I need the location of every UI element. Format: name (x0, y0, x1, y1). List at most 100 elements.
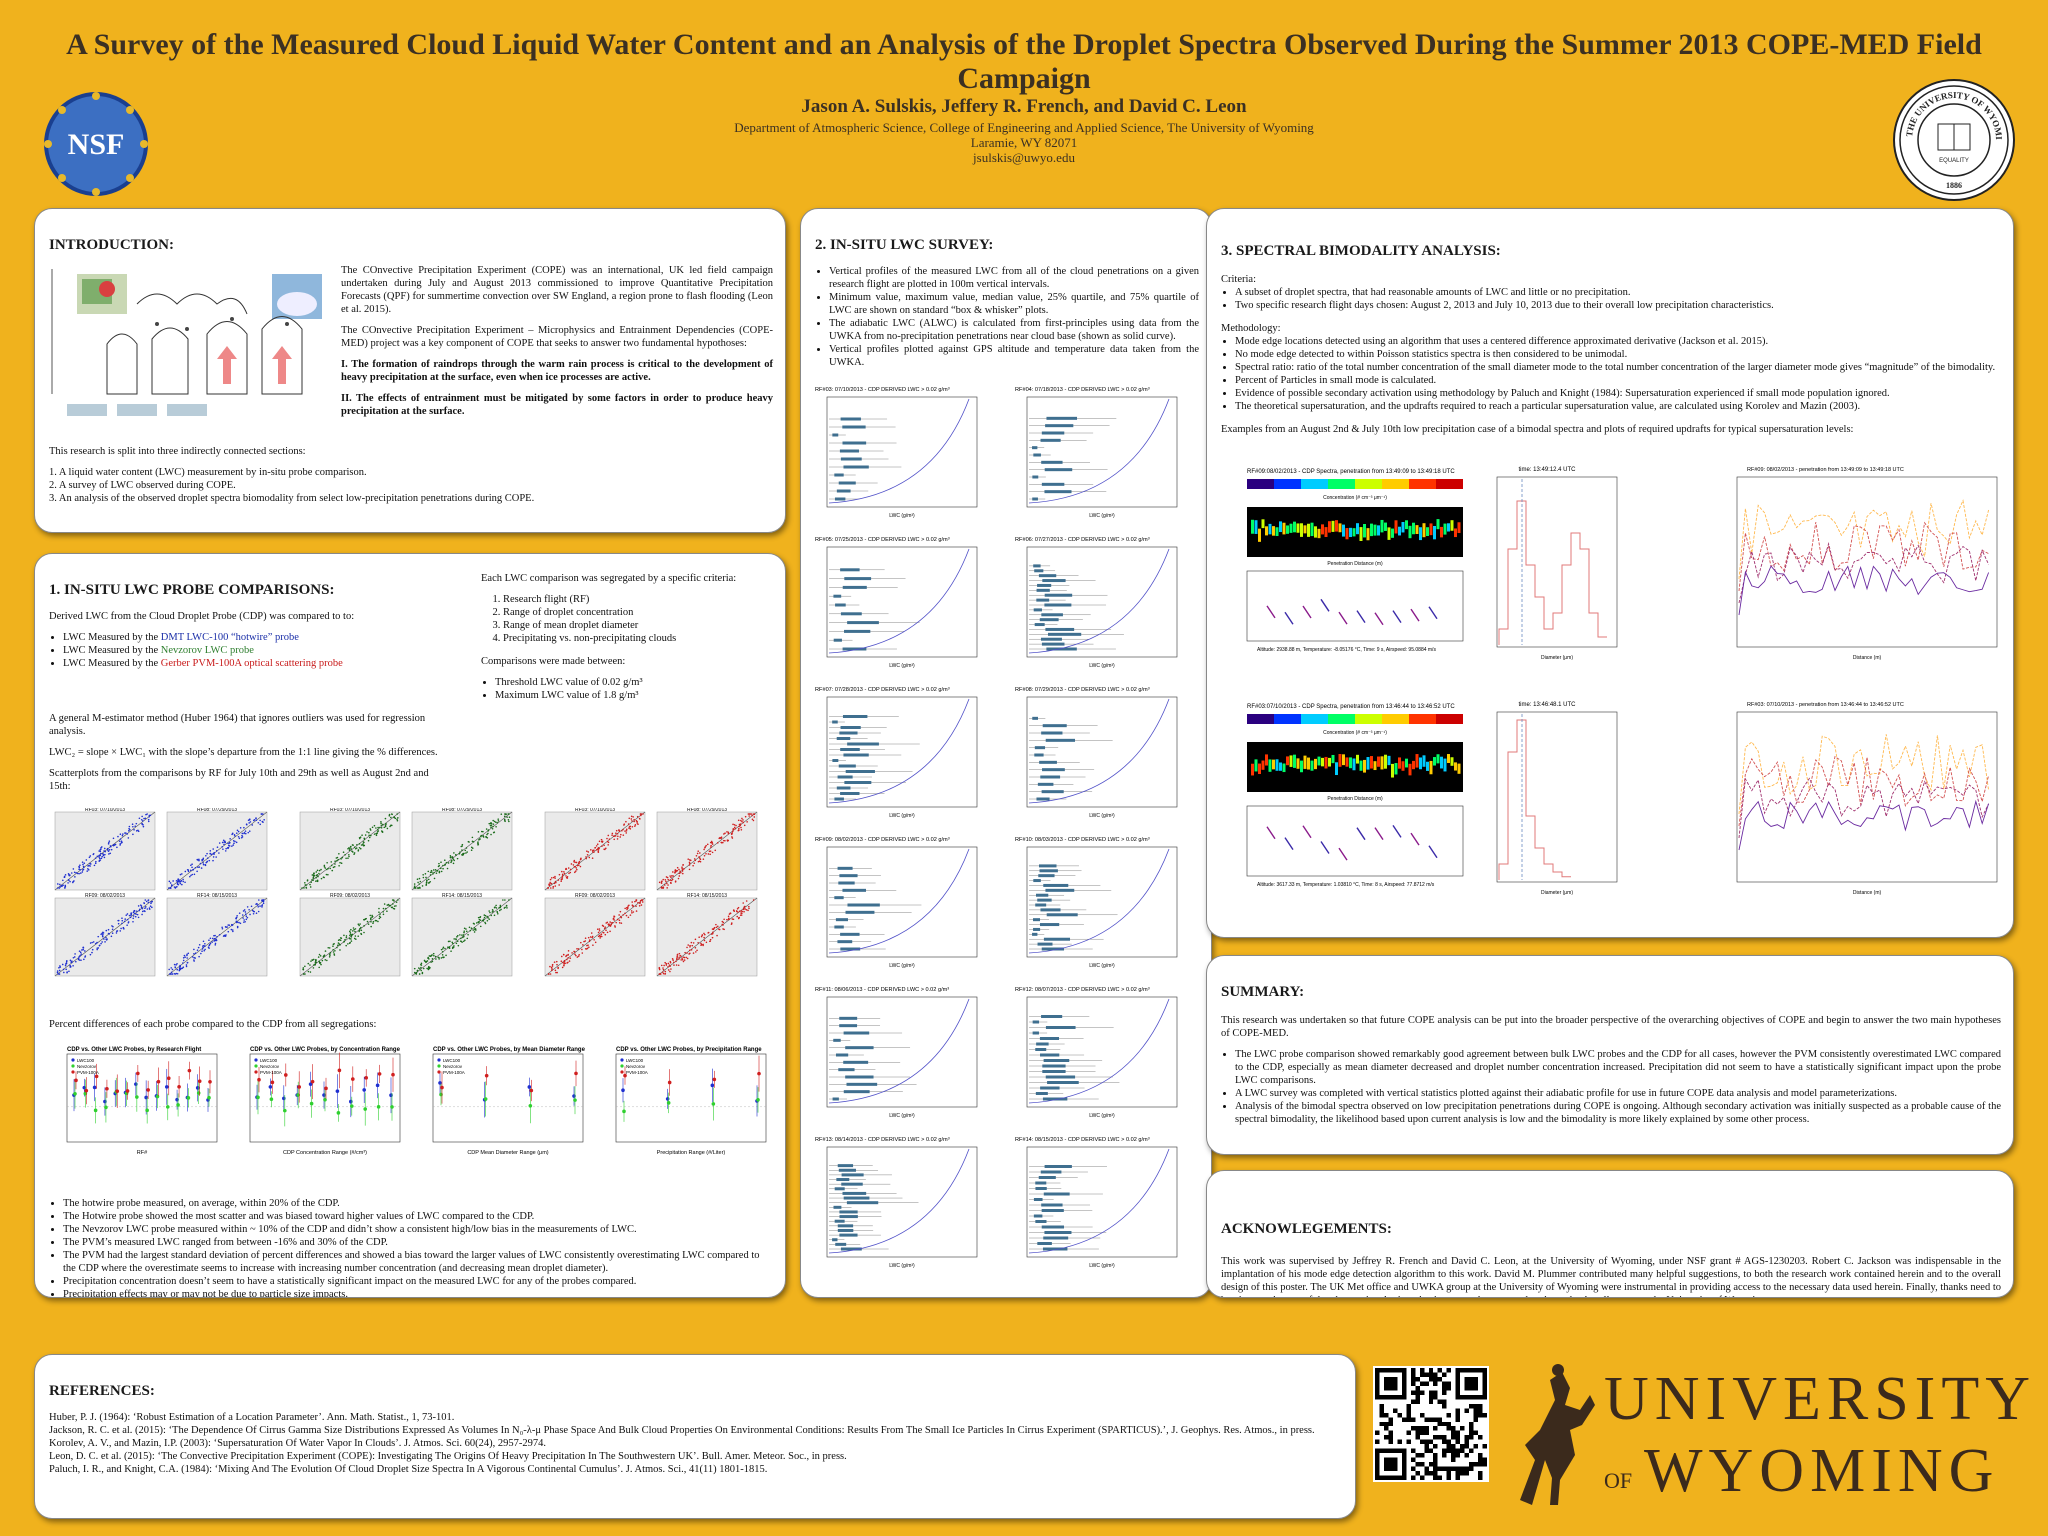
scatterplot: RF09: 08/02/2013 (544, 893, 646, 977)
pct-chart-title: CDP vs. Other LWC Probes, by Precipitati… (616, 1047, 762, 1053)
references-list: Huber, P. J. (1964): ‘Robust Estimation … (49, 1411, 1345, 1476)
colorbar-label: Concentration (# cm⁻³ μm⁻¹) (1323, 495, 1387, 501)
required-updraft-plot: RF#09: 08/02/2013 - penetration from 13:… (1736, 467, 1998, 661)
profile-xlabel: LWC (g/m³) (889, 1113, 915, 1119)
legend-label: LWC100 (260, 1058, 278, 1063)
criteria-label: Criteria: (1221, 274, 1256, 285)
wordmark-wyoming: WYOMING (1644, 1437, 2000, 1505)
profile-title: RF#08: 07/29/2013 - CDP DERIVED LWC > 0.… (1015, 687, 1150, 693)
method-item: No mode edge detected to within Poisson … (1235, 348, 2001, 361)
profile-title: RF#05: 07/25/2013 - CDP DERIVED LWC > 0.… (815, 537, 950, 543)
legend-label: PVM-100A (443, 1070, 465, 1075)
profile-title: RF#09: 08/02/2013 - CDP DERIVED LWC > 0.… (815, 837, 950, 843)
pct-intro: Percent differences of each probe compar… (49, 1019, 377, 1030)
method-item: The theoretical supersaturation, and the… (1235, 400, 2001, 413)
scatter-title: RF03: 07/10/2013 (575, 808, 615, 813)
profile-xlabel: LWC (g/m³) (1089, 963, 1115, 969)
percent-difference-chart: CDP vs. Other LWC Probes, by Precipitati… (615, 1047, 767, 1156)
slope-formula: LWC₂ = slope × LWC₁ with the slope’s dep… (49, 747, 438, 758)
survey-bullet: Vertical profiles of the measured LWC fr… (829, 265, 1199, 291)
legend-label: LWC100 (443, 1058, 461, 1063)
scatter-title: RF03: 07/10/2013 (85, 808, 125, 813)
scatter-title: RF14: 08/15/2013 (687, 893, 727, 899)
summary-bullet: Analysis of the bimodal spectra observed… (1235, 1100, 2001, 1126)
profile-xlabel: LWC (g/m³) (889, 513, 915, 519)
intro-heading: INTRODUCTION: (49, 237, 175, 253)
probe-bullet: LWC Measured by the Gerber PVM-100A opti… (63, 657, 429, 670)
section2-bullets: Vertical profiles of the measured LWC fr… (815, 265, 1199, 369)
scatter-title: RF08: 07/29/2013 (442, 808, 482, 813)
bucking-horse-icon (1520, 1364, 1595, 1505)
intro-split-text: This research is split into three indire… (49, 446, 306, 457)
summary-intro: This research was undertaken so that fut… (1221, 1015, 2001, 1039)
method-item: Percent of Particles in small mode is ca… (1235, 374, 2001, 387)
comp-intro: Comparisons were made between: (481, 656, 626, 667)
pct-chart-title: CDP vs. Other LWC Probes, by Mean Diamet… (433, 1047, 586, 1053)
lwc-profile-chart: RF#04: 07/18/2013 - CDP DERIVED LWC > 0.… (1015, 387, 1178, 519)
section3-heading: 3. SPECTRAL BIMODALITY ANALYSIS: (1221, 243, 1501, 259)
profile-xlabel: LWC (g/m³) (889, 1263, 915, 1269)
reference-item: Paluch, I. R., and Knight, C.A. (1984): … (49, 1464, 768, 1475)
scatterplot-grid: RF03: 07/10/2013 RF08: 07/29/2013 RF09: 08… (45, 807, 777, 978)
updraft-title: RF#03: 07/10/2013 - penetration from 13:… (1747, 702, 1904, 708)
profile-xlabel: LWC (g/m³) (1089, 813, 1115, 819)
reference-item: Leon, D. C. et al. (2015): ‘The Convecti… (49, 1451, 847, 1462)
profile-title: RF#03: 07/10/2013 - CDP DERIVED LWC > 0.… (815, 387, 950, 393)
scatter-title: RF09: 08/02/2013 (575, 893, 615, 899)
summary-bullet: The LWC probe comparison showed remarkab… (1235, 1048, 2001, 1087)
time-label: time: 13:49:12.4 UTC (1518, 467, 1576, 473)
finding-item: The hotwire probe measured, on average, … (63, 1197, 773, 1210)
intro-section-item: 3. An analysis of the observed droplet s… (49, 493, 535, 504)
profile-xlabel: LWC (g/m³) (1089, 663, 1115, 669)
spectra-figures: RF#09:08/02/2013 - CDP Spectra, penetrat… (1217, 459, 2007, 929)
hypothesis-1: I. The formation of raindrops through th… (341, 359, 773, 383)
reference-item: Huber, P. J. (1964): ‘Robust Estimation … (49, 1412, 455, 1423)
summary-panel: SUMMARY: This research was undertaken so… (1206, 955, 2014, 1155)
address: Laramie, WY 82071 (970, 135, 1078, 150)
ack-text: This work was supervised by Jeffrey R. F… (1221, 1256, 2001, 1297)
lwc-profile-chart: RF#11: 08/06/2013 - CDP DERIVED LWC > 0.… (815, 987, 978, 1119)
legend-label: Nevzorov (443, 1064, 463, 1069)
lwc-profile-chart: RF#03: 07/10/2013 - CDP DERIVED LWC > 0.… (815, 387, 978, 519)
section1-criteria: Each LWC comparison was segregated by a … (481, 572, 771, 702)
profile-xlabel: LWC (g/m³) (889, 813, 915, 819)
criteria-item: Range of mean droplet diameter (503, 619, 771, 632)
scatter-title: RF08: 07/29/2013 (687, 808, 727, 813)
legend-label: PVM-100A (77, 1070, 99, 1075)
scatter-title: RF14: 08/15/2013 (197, 893, 237, 899)
scatterplot: RF14: 08/15/2013 (656, 893, 758, 977)
scatterplot: RF08: 07/29/2013 (411, 807, 513, 891)
percent-difference-chart: CDP vs. Other LWC Probes, by Mean Diamet… (432, 1047, 586, 1156)
scatterplot: RF03: 07/10/2013 (54, 807, 156, 891)
criteria-item: Range of droplet concentration (503, 606, 771, 619)
finding-item: The PVM’s measured LWC ranged from betwe… (63, 1236, 773, 1249)
scatterplot: RF14: 08/15/2013 (411, 893, 513, 977)
penetration-label: Penetration Distance (m) (1327, 561, 1383, 567)
scatterplot: RF03: 07/10/2013 (544, 807, 646, 891)
pct-chart-xlabel: CDP Concentration Range (#/cm³) (283, 1150, 367, 1156)
scatterplot: RF08: 07/29/2013 (656, 807, 758, 891)
summary-heading: SUMMARY: (1221, 984, 1305, 1000)
legend-label: Nevzorov (77, 1064, 97, 1069)
examples-text: Examples from an August 2nd & July 10th … (1221, 424, 1854, 435)
profile-title: RF#06: 07/27/2013 - CDP DERIVED LWC > 0.… (1015, 537, 1150, 543)
scatterplot: RF09: 08/02/2013 (299, 893, 401, 977)
diameter-label: Diameter (μm) (1541, 890, 1573, 896)
droplet-spectrum-histogram: time: 13:49:12.4 UTC Diameter (μm) (1496, 467, 1618, 661)
profile-title: RF#12: 08/07/2013 - CDP DERIVED LWC > 0.… (1015, 987, 1150, 993)
section1-findings: The hotwire probe measured, on average, … (49, 1197, 773, 1297)
profile-title: RF#13: 08/14/2013 - CDP DERIVED LWC > 0.… (815, 1137, 950, 1143)
intro-paragraph-1: The COnvective Precipitation Experiment … (341, 265, 773, 315)
lwc-profile-chart: RF#06: 07/27/2013 - CDP DERIVED LWC > 0.… (1015, 537, 1178, 669)
profile-title: RF#11: 08/06/2013 - CDP DERIVED LWC > 0.… (815, 987, 949, 993)
scatterplot: RF08: 07/29/2013 (166, 807, 268, 891)
criteria-item: Precipitating vs. non-precipitating clou… (503, 632, 771, 645)
qr-code[interactable] (1373, 1366, 1489, 1482)
profile-title: RF#14: 08/15/2013 - CDP DERIVED LWC > 0.… (1015, 1137, 1150, 1143)
updraft-title: RF#09: 08/02/2013 - penetration from 13:… (1747, 467, 1904, 473)
intro-section-item: 2. A survey of LWC observed during COPE. (49, 480, 236, 491)
penetration-label: Penetration Distance (m) (1327, 796, 1383, 802)
time-label: time: 13:46:48.1 UTC (1518, 702, 1576, 708)
scatter-title: RF09: 08/02/2013 (330, 893, 370, 899)
finding-item: The PVM had the largest standard deviati… (63, 1249, 773, 1275)
